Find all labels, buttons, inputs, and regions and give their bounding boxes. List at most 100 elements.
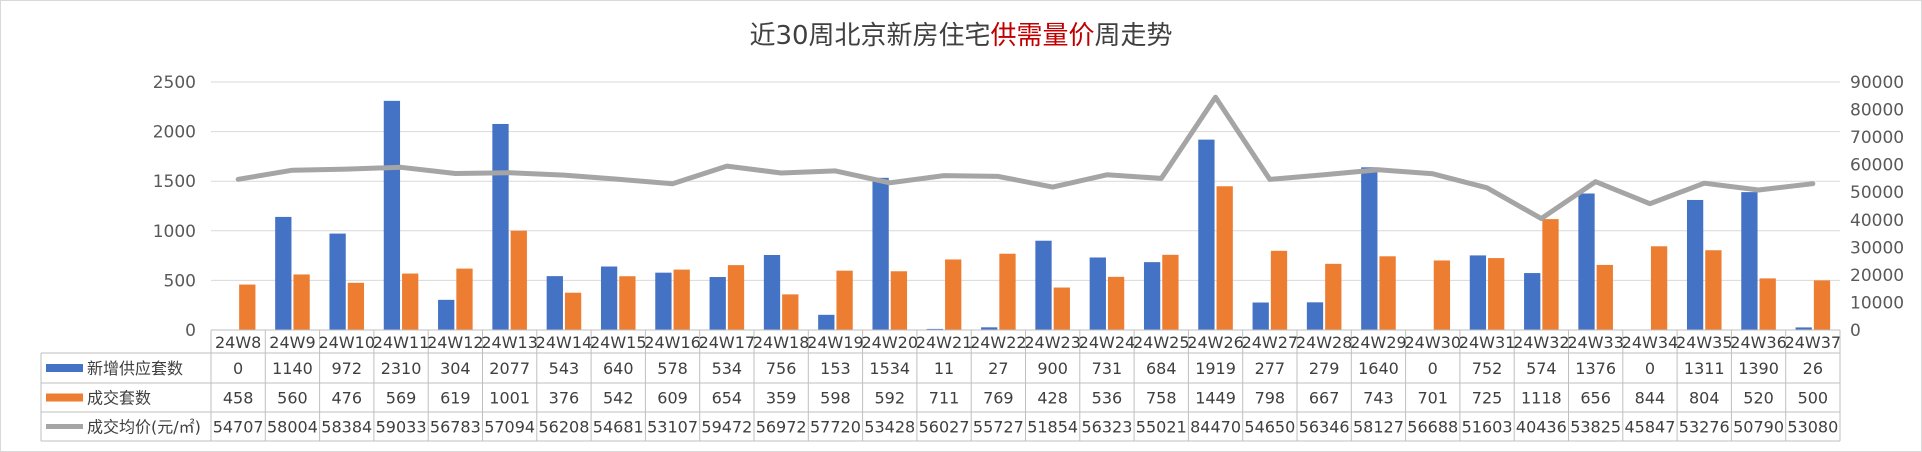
table-value: 57720 xyxy=(810,418,861,437)
table-value: 743 xyxy=(1363,389,1394,408)
category-label: 24W29 xyxy=(1350,333,1407,352)
category-label: 24W36 xyxy=(1730,333,1787,352)
table-value: 55727 xyxy=(973,418,1024,437)
category-label: 24W16 xyxy=(644,333,701,352)
table-value: 84470 xyxy=(1190,418,1241,437)
bar-supply xyxy=(1252,302,1269,330)
table-value: 598 xyxy=(820,389,851,408)
bar-supply xyxy=(383,100,401,331)
table-value: 844 xyxy=(1635,389,1666,408)
bar-deal xyxy=(1325,263,1342,330)
category-label: 24W15 xyxy=(590,333,647,352)
table-value: 2077 xyxy=(489,359,530,378)
y-right-tick-label: 80000 xyxy=(1850,101,1904,121)
table-value: 458 xyxy=(223,389,254,408)
table-value: 542 xyxy=(603,389,634,408)
bar-supply xyxy=(872,177,889,330)
legend-label: 新增供应套数 xyxy=(87,359,183,378)
legend-key-bar xyxy=(46,393,83,402)
bar-supply xyxy=(1306,302,1324,330)
table-value: 1919 xyxy=(1195,359,1236,378)
table-value: 520 xyxy=(1743,389,1774,408)
bar-deal xyxy=(1270,250,1288,330)
bar-deal xyxy=(1705,250,1722,330)
bar-deal xyxy=(1542,219,1559,330)
category-label: 24W12 xyxy=(427,333,484,352)
table-value: 731 xyxy=(1092,359,1123,378)
category-label: 24W26 xyxy=(1187,333,1244,352)
table-value: 50790 xyxy=(1733,418,1784,437)
category-label: 24W31 xyxy=(1459,333,1516,352)
category-label: 24W35 xyxy=(1676,333,1733,352)
bar-supply xyxy=(546,276,563,330)
legend-label: 成交均价(元/㎡) xyxy=(87,418,201,437)
bar-deal xyxy=(1379,256,1396,330)
table-value: 304 xyxy=(440,359,471,378)
category-label: 24W32 xyxy=(1513,333,1570,352)
table-value: 609 xyxy=(657,389,688,408)
table-value: 900 xyxy=(1037,359,1068,378)
bar-deal xyxy=(619,276,636,330)
table-value: 804 xyxy=(1689,389,1720,408)
bar-supply xyxy=(275,216,292,330)
table-value: 53276 xyxy=(1679,418,1730,437)
category-label: 24W33 xyxy=(1567,333,1624,352)
y-left-tick-label: 500 xyxy=(164,271,196,291)
bar-deal xyxy=(293,274,310,330)
bar-supply xyxy=(1035,240,1052,330)
category-label: 24W11 xyxy=(373,333,430,352)
table-value: 560 xyxy=(277,389,308,408)
bar-supply xyxy=(600,266,618,330)
bar-supply xyxy=(981,327,998,330)
table-value: 1118 xyxy=(1521,389,1562,408)
table-value: 279 xyxy=(1309,359,1340,378)
table-value: 359 xyxy=(766,389,797,408)
bar-supply xyxy=(926,328,944,330)
bar-supply xyxy=(1524,273,1541,330)
table-value: 574 xyxy=(1526,359,1557,378)
y-left-tick-label: 0 xyxy=(185,321,196,341)
bar-deal xyxy=(1596,264,1613,330)
chart-title-part-1: 近30周北京新房住宅 xyxy=(749,21,991,51)
table-value: 56783 xyxy=(430,418,481,437)
y-left-tick-label: 2000 xyxy=(153,123,196,143)
table-value: 59472 xyxy=(701,418,752,437)
table-value: 53080 xyxy=(1787,418,1838,437)
bar-deal xyxy=(1759,278,1776,330)
bar-supply xyxy=(438,299,455,330)
bar-supply xyxy=(1361,167,1378,330)
bar-deal xyxy=(782,294,799,330)
bar-deal xyxy=(402,273,419,330)
table-value: 0 xyxy=(1428,359,1438,378)
table-value: 640 xyxy=(603,359,634,378)
table-value: 769 xyxy=(983,389,1014,408)
category-label: 24W18 xyxy=(753,333,810,352)
bar-deal xyxy=(347,282,365,330)
category-label: 24W22 xyxy=(970,333,1027,352)
chart-title-part-3: 周走势 xyxy=(1094,21,1173,51)
table-value: 543 xyxy=(549,359,580,378)
table-value: 58127 xyxy=(1353,418,1404,437)
table-value: 55021 xyxy=(1136,418,1187,437)
table-value: 569 xyxy=(386,389,417,408)
y-right-tick-label: 90000 xyxy=(1850,73,1904,93)
table-value: 1534 xyxy=(869,359,910,378)
table-value: 1140 xyxy=(272,359,313,378)
bar-deal xyxy=(1813,280,1831,330)
table-value: 972 xyxy=(331,359,362,378)
bar-deal xyxy=(564,292,582,330)
table-value: 536 xyxy=(1092,389,1123,408)
table-value: 725 xyxy=(1472,389,1503,408)
table-value: 684 xyxy=(1146,359,1177,378)
y-right-tick-label: 30000 xyxy=(1850,238,1904,258)
bar-deal xyxy=(1216,186,1233,330)
bar-deal xyxy=(1107,276,1125,330)
table-value: 667 xyxy=(1309,389,1340,408)
bar-supply xyxy=(1741,192,1758,330)
table-value: 578 xyxy=(657,359,688,378)
table-value: 26 xyxy=(1803,359,1823,378)
table-value: 56972 xyxy=(756,418,807,437)
table-value: 56208 xyxy=(538,418,589,437)
bar-supply xyxy=(818,314,835,330)
